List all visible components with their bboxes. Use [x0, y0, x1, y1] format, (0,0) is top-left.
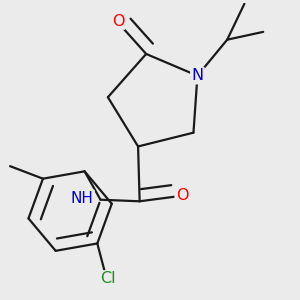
Text: Cl: Cl [100, 272, 116, 286]
Text: N: N [191, 68, 203, 83]
Text: O: O [112, 14, 124, 28]
Text: NH: NH [71, 190, 94, 206]
Text: O: O [176, 188, 188, 202]
